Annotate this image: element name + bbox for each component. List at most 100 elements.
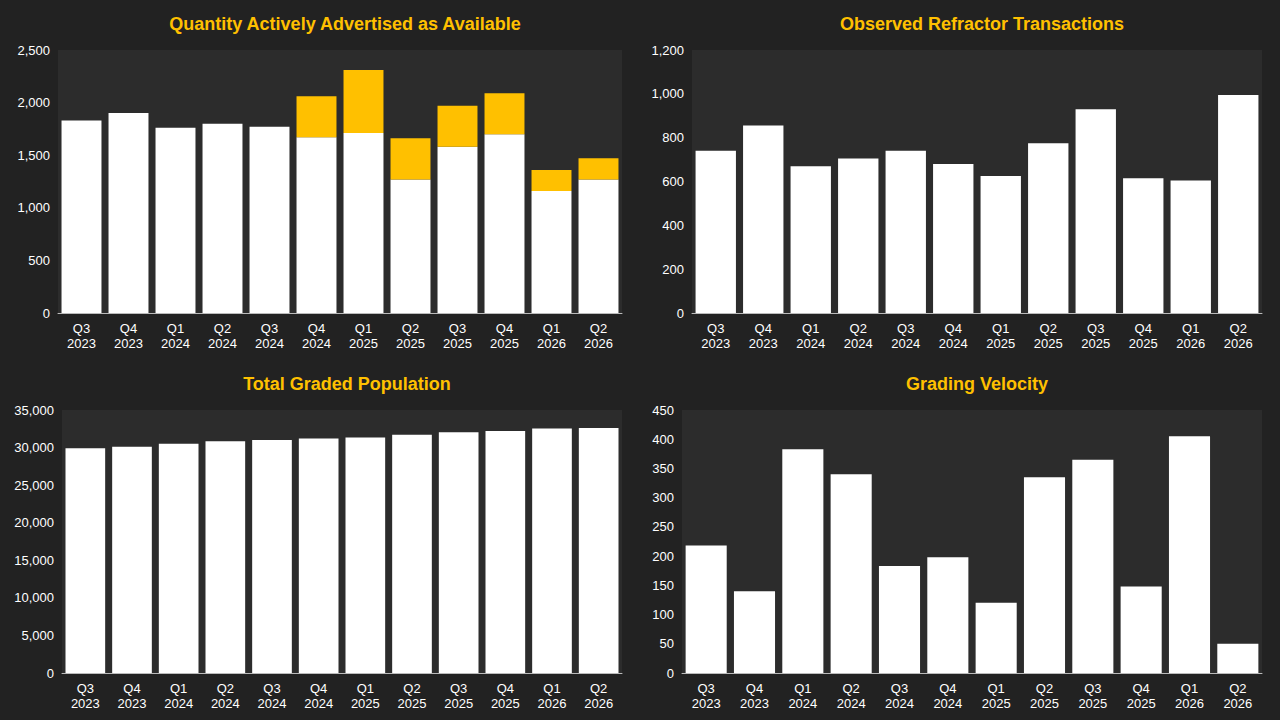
svg-text:2,000: 2,000 [17,95,50,110]
svg-text:Q4: Q4 [496,321,513,336]
svg-text:1,000: 1,000 [17,200,50,215]
svg-text:Q4: Q4 [123,681,140,696]
svg-text:2023: 2023 [740,696,769,711]
svg-text:2025: 2025 [986,336,1015,351]
svg-text:5,000: 5,000 [21,628,54,643]
svg-text:20,000: 20,000 [14,515,54,530]
svg-text:150: 150 [652,578,674,593]
svg-text:350: 350 [652,461,674,476]
svg-text:400: 400 [652,432,674,447]
svg-text:2024: 2024 [304,696,333,711]
svg-text:Q4: Q4 [310,681,327,696]
svg-text:Q1: Q1 [794,681,811,696]
svg-text:2026: 2026 [537,336,566,351]
svg-text:Q1: Q1 [167,321,184,336]
svg-text:2023: 2023 [67,336,96,351]
svg-text:Q3: Q3 [263,681,280,696]
svg-text:2025: 2025 [351,696,380,711]
svg-text:Q3: Q3 [449,321,466,336]
svg-text:Q3: Q3 [261,321,278,336]
svg-text:Q2: Q2 [1036,681,1053,696]
svg-text:2026: 2026 [1223,696,1252,711]
svg-text:Q1: Q1 [543,321,560,336]
svg-text:Q4: Q4 [120,321,137,336]
svg-text:0: 0 [677,306,684,321]
svg-text:15,000: 15,000 [14,553,54,568]
svg-text:2025: 2025 [1127,696,1156,711]
svg-text:Q3: Q3 [891,681,908,696]
svg-text:2026: 2026 [584,696,613,711]
svg-text:30,000: 30,000 [14,440,54,455]
svg-text:2026: 2026 [584,336,613,351]
svg-text:Quantity Actively Advertised a: Quantity Actively Advertised as Availabl… [169,14,520,34]
svg-text:2025: 2025 [398,696,427,711]
svg-text:Q1: Q1 [802,321,819,336]
svg-text:Q1: Q1 [1181,681,1198,696]
svg-text:Q1: Q1 [992,321,1009,336]
svg-text:Q4: Q4 [755,321,772,336]
svg-text:Q1: Q1 [1182,321,1199,336]
svg-text:Total Graded Population: Total Graded Population [243,374,451,394]
svg-text:10,000: 10,000 [14,590,54,605]
svg-text:1,500: 1,500 [17,148,50,163]
svg-text:50: 50 [660,636,674,651]
svg-text:Q2: Q2 [590,321,607,336]
svg-text:2024: 2024 [939,336,968,351]
svg-text:Q1: Q1 [357,681,374,696]
svg-text:2025: 2025 [443,336,472,351]
svg-text:Q4: Q4 [939,681,956,696]
svg-text:2025: 2025 [982,696,1011,711]
svg-text:2024: 2024 [788,696,817,711]
svg-text:Q2: Q2 [214,321,231,336]
svg-text:2025: 2025 [444,696,473,711]
svg-text:Q2: Q2 [1040,321,1057,336]
svg-text:2024: 2024 [302,336,331,351]
svg-text:2025: 2025 [490,336,519,351]
svg-text:Q2: Q2 [402,321,419,336]
svg-text:2024: 2024 [844,336,873,351]
svg-text:2024: 2024 [885,696,914,711]
svg-text:2023: 2023 [114,336,143,351]
svg-text:2025: 2025 [1030,696,1059,711]
svg-text:500: 500 [28,253,50,268]
svg-text:2023: 2023 [692,696,721,711]
svg-text:2025: 2025 [1078,696,1107,711]
svg-text:0: 0 [43,306,50,321]
svg-text:Q3: Q3 [707,321,724,336]
svg-text:0: 0 [47,666,54,681]
svg-text:2025: 2025 [349,336,378,351]
svg-text:2026: 2026 [1176,336,1205,351]
svg-text:Q3: Q3 [450,681,467,696]
svg-text:Q3: Q3 [1084,681,1101,696]
svg-text:Q3: Q3 [897,321,914,336]
svg-text:600: 600 [662,174,684,189]
svg-text:2023: 2023 [701,336,730,351]
svg-text:25,000: 25,000 [14,478,54,493]
svg-text:Q2: Q2 [403,681,420,696]
svg-text:2026: 2026 [1175,696,1204,711]
svg-text:2025: 2025 [1034,336,1063,351]
svg-text:Q4: Q4 [497,681,514,696]
svg-text:Q4: Q4 [1132,681,1149,696]
svg-text:Q3: Q3 [697,681,714,696]
svg-text:2026: 2026 [1224,336,1253,351]
svg-text:2024: 2024 [161,336,190,351]
svg-text:Q4: Q4 [945,321,962,336]
svg-text:Q2: Q2 [1229,681,1246,696]
svg-text:Q1: Q1 [987,681,1004,696]
svg-text:Observed Refractor Transaction: Observed Refractor Transactions [840,14,1124,34]
svg-text:Q4: Q4 [308,321,325,336]
svg-text:2025: 2025 [396,336,425,351]
svg-text:35,000: 35,000 [14,403,54,418]
svg-text:Grading Velocity: Grading Velocity [906,374,1048,394]
svg-text:Q2: Q2 [850,321,867,336]
svg-text:2024: 2024 [933,696,962,711]
svg-text:2023: 2023 [118,696,147,711]
svg-text:Q3: Q3 [1087,321,1104,336]
svg-text:2023: 2023 [71,696,100,711]
svg-text:Q4: Q4 [1135,321,1152,336]
svg-text:Q3: Q3 [73,321,90,336]
svg-text:2024: 2024 [258,696,287,711]
svg-text:400: 400 [662,218,684,233]
svg-text:2024: 2024 [255,336,284,351]
